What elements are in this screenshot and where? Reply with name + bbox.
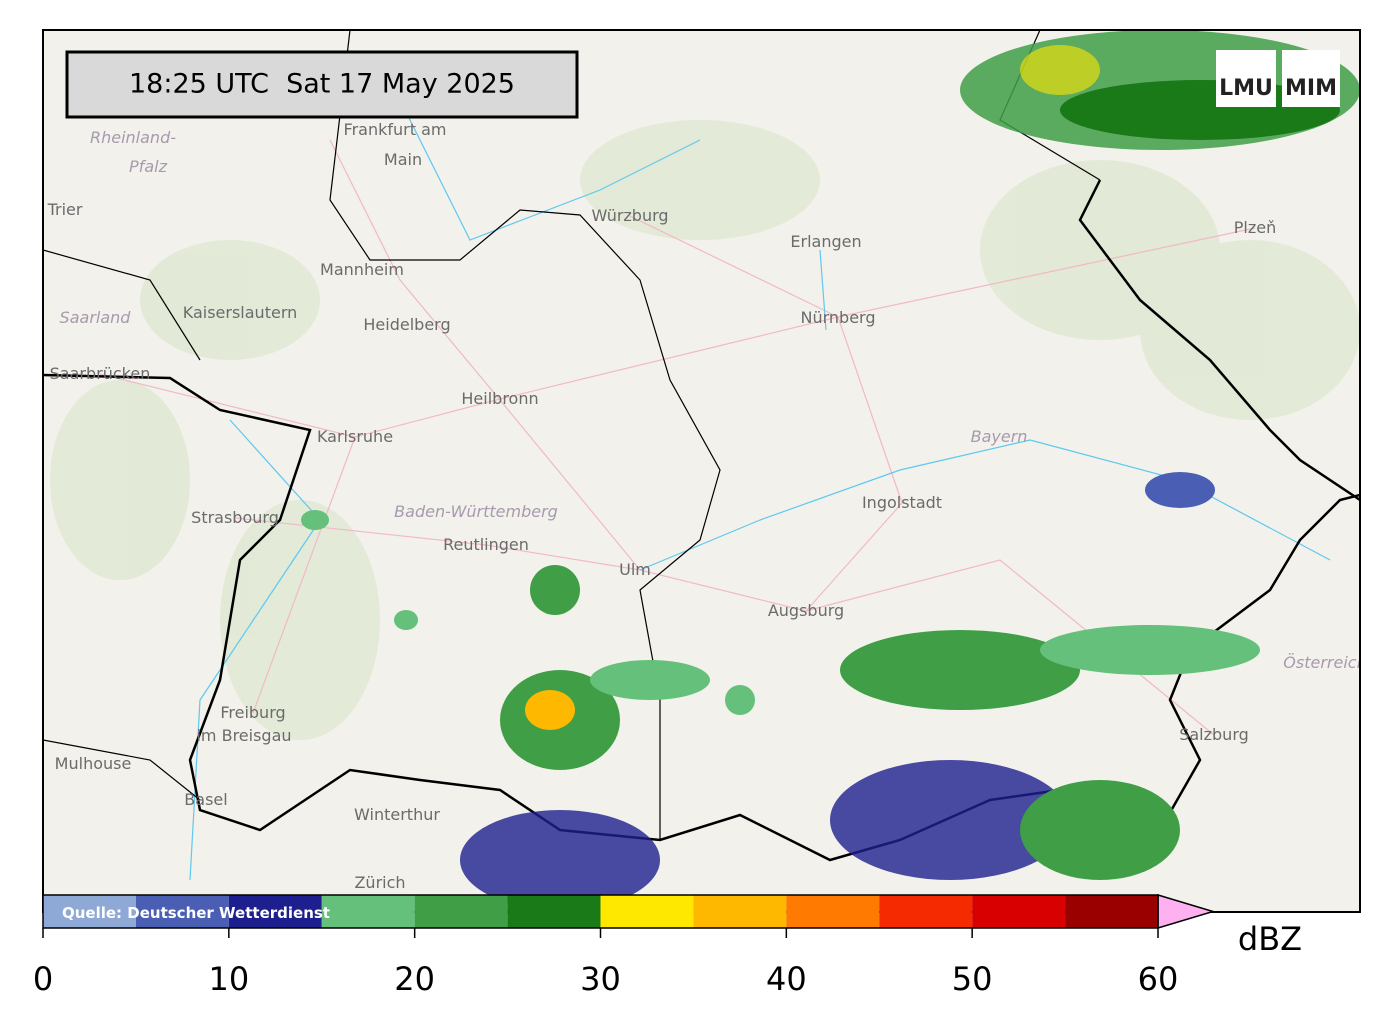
place-label: Strasbourg	[191, 508, 279, 527]
place-label: Trier	[47, 200, 83, 219]
colorbar-segment	[507, 895, 601, 928]
colorbar-segment	[321, 895, 415, 928]
colorbar-segment	[972, 895, 1066, 928]
country-borders	[43, 179, 1360, 862]
place-label: Frankfurt am	[344, 120, 447, 139]
tick-label: 0	[33, 960, 53, 998]
place-label: Saarbrücken	[50, 364, 151, 383]
place-label: Karlsruhe	[317, 427, 393, 446]
colorbar-segment	[135, 895, 229, 928]
logo: LMU	[1219, 76, 1273, 101]
place-label: Saarland	[60, 308, 132, 327]
place-label: Augsburg	[768, 601, 844, 620]
place-label: Pfalz	[129, 157, 168, 176]
place-label: Basel	[184, 790, 227, 809]
colorbar-segment	[600, 895, 694, 928]
place-label: Zürich	[354, 873, 405, 892]
place-label: Kaiserslautern	[183, 303, 298, 322]
place-label: Main	[384, 150, 422, 169]
place-labels: Frankfurt am Main Rheinland- Pfalz Trier Würz…	[47, 120, 1366, 892]
place-label: Mannheim	[320, 260, 404, 279]
tick-label: 20	[394, 960, 435, 998]
place-label: Freiburg	[220, 703, 285, 722]
colorbar-source: Quelle: Deutscher Wetterdienst	[62, 904, 330, 922]
colorbar-segment	[43, 895, 136, 928]
place-label: Erlangen	[790, 232, 861, 251]
colorbar: Quelle: Deutscher Wetterdienst 0 10 20 30 40 5…	[33, 893, 1302, 998]
place-label: Ulm	[619, 560, 651, 579]
logo-box	[1216, 50, 1276, 107]
forest	[50, 120, 1360, 740]
timestamp-box	[65, 50, 579, 119]
colorbar-segment	[414, 895, 508, 928]
timestamp: 18:25 UTC Sat 17 May 2025	[129, 69, 515, 100]
place-label: Baden-Württemberg	[394, 502, 558, 521]
colorbar-segment	[879, 895, 973, 928]
place-label: Heilbronn	[461, 389, 538, 408]
logo-box	[1282, 50, 1340, 107]
place-label: Salzburg	[1179, 725, 1249, 744]
place-label: Plzeň	[1234, 218, 1276, 237]
place-label: Würzburg	[591, 206, 668, 225]
place-label: Bayern	[971, 427, 1028, 446]
place-label: Österreich	[1283, 653, 1366, 672]
colorbar-segment	[693, 895, 787, 928]
place-label: Heidelberg	[363, 315, 450, 334]
colorbar-segment	[228, 895, 322, 928]
colorbar-segment	[1065, 895, 1158, 928]
logo: MIM	[1285, 76, 1337, 101]
tick-label: 50	[952, 960, 993, 998]
tick-label: 10	[208, 960, 249, 998]
place-label: Winterthur	[354, 805, 440, 824]
tick-label: 60	[1138, 960, 1179, 998]
colorbar-unit: dBZ	[1238, 920, 1302, 958]
tick-label: 40	[766, 960, 807, 998]
place-label: Rheinland-	[90, 128, 176, 147]
place-label: Ingolstadt	[862, 493, 942, 512]
colorbar-segment	[786, 895, 880, 928]
place-label: Nürnberg	[801, 308, 876, 327]
map: Frankfurt am Main Rheinland- Pfalz Trier Würz…	[43, 30, 1366, 912]
place-label: Mulhouse	[55, 754, 132, 773]
place-label: im Breisgau	[196, 726, 291, 745]
tick-label: 30	[580, 960, 621, 998]
place-label: Reutlingen	[443, 535, 529, 554]
